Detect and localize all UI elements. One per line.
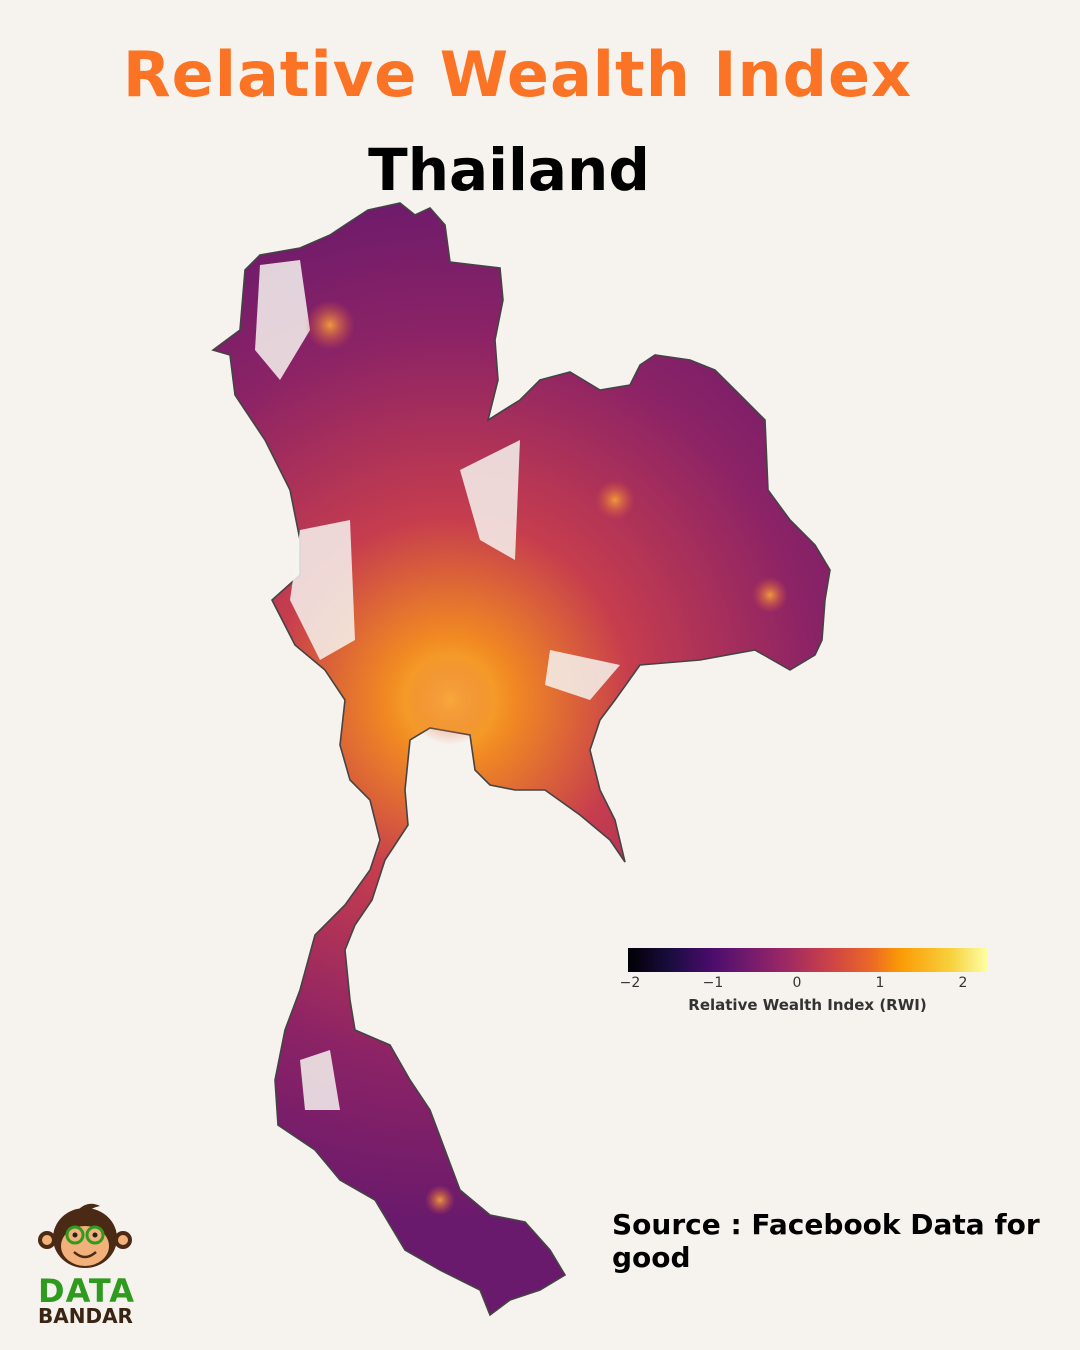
page-subtitle: Thailand bbox=[368, 136, 650, 204]
colorbar-tick: 2 bbox=[958, 975, 968, 991]
logo-text-data: DATA bbox=[38, 1272, 135, 1310]
colorbar-tick: 1 bbox=[875, 975, 885, 991]
source-credit: Source : Facebook Data for good bbox=[612, 1208, 1040, 1274]
monkey-logo-icon bbox=[38, 1203, 132, 1268]
colorbar-tick: −2 bbox=[619, 975, 641, 991]
colorbar-tick: −1 bbox=[702, 975, 724, 991]
colorbar bbox=[628, 948, 987, 972]
thailand-outline bbox=[211, 202, 831, 1317]
colorbar-tick: 0 bbox=[792, 975, 802, 991]
map-gaps bbox=[255, 260, 620, 1110]
page-title: Relative Wealth Index bbox=[122, 38, 913, 111]
colorbar-label: Relative Wealth Index (RWI) bbox=[688, 996, 927, 1014]
logo-text-bandar: BANDAR bbox=[38, 1304, 133, 1328]
wealth-hotspots bbox=[305, 300, 788, 1215]
